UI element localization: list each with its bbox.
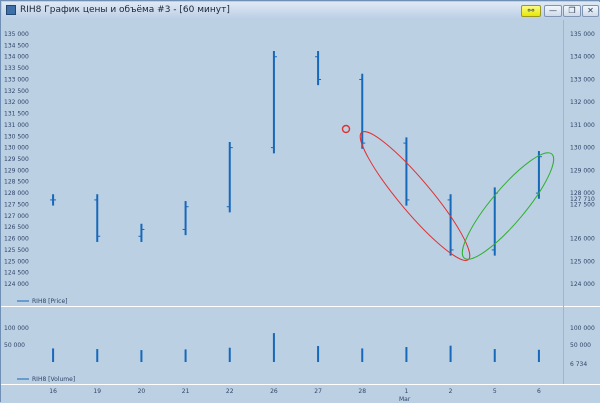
price-bar xyxy=(138,223,145,242)
price-y-tick-right: 126 000 xyxy=(570,236,595,243)
link-icon[interactable]: ⚯ xyxy=(521,5,541,17)
volume-bar xyxy=(272,333,275,362)
price-y-axis: 135 000 134 500 134 000 133 500 133 000 132 5… xyxy=(4,31,29,288)
x-tick-label: 5 xyxy=(493,388,497,395)
volume-y-tick: 50 000 xyxy=(4,342,25,349)
price-bar xyxy=(94,194,101,242)
price-y-tick-right: 127 500 xyxy=(570,201,595,208)
price-y-tick: 126 000 xyxy=(4,236,29,243)
volume-bar xyxy=(449,345,452,362)
volume-bar xyxy=(317,346,320,362)
chart-background xyxy=(1,20,600,403)
price-y-tick: 127 500 xyxy=(4,201,29,208)
price-y-tick: 134 500 xyxy=(4,42,29,49)
reversal-marker xyxy=(341,124,351,134)
volume-bar xyxy=(493,349,496,362)
price-y-tick-right: 124 000 xyxy=(570,281,595,288)
volume-y-axis: 100 000 100 000 50 000 50 000 xyxy=(4,325,595,349)
price-y-tick: 129 000 xyxy=(4,167,29,174)
volume-y-tick-right: 50 000 xyxy=(570,342,591,349)
price-y-tick: 126 500 xyxy=(4,224,29,231)
price-y-tick-right: 134 000 xyxy=(570,54,595,61)
x-tick-label: 21 xyxy=(182,388,190,395)
price-y-tick: 130 000 xyxy=(4,145,29,152)
price-y-tick: 124 000 xyxy=(4,281,29,288)
price-y-tick: 130 500 xyxy=(4,133,29,140)
x-tick-label: 2 xyxy=(449,388,453,395)
volume-y-tick-right: 100 000 xyxy=(570,325,595,332)
price-y-tick: 129 500 xyxy=(4,156,29,163)
window-title: RIH8 График цены и объёма #3 - [60 минут… xyxy=(20,5,230,15)
volume-bar xyxy=(405,347,408,362)
volume-last-value: 6 734 xyxy=(570,361,587,368)
price-y-tick-right: 133 000 xyxy=(570,76,595,83)
price-bar xyxy=(270,51,277,154)
price-volume-chart[interactable]: 135 000 134 500 134 000 133 500 133 000 132 5… xyxy=(1,20,600,403)
price-y-tick: 128 000 xyxy=(4,190,29,197)
title-bar: RIH8 График цены и объёма #3 - [60 минут… xyxy=(2,2,600,21)
price-bar xyxy=(182,201,189,236)
price-y-tick: 133 000 xyxy=(4,76,29,83)
price-bar xyxy=(226,141,233,213)
price-bar xyxy=(359,73,366,149)
price-y-axis-right: 135 000 134 000 133 000 132 000 131 000 130 0… xyxy=(570,31,595,288)
price-last-value: 127 710 xyxy=(570,196,595,203)
uptrend-ellipse[interactable] xyxy=(451,143,564,269)
volume-legend: RIH8 [Volume] xyxy=(32,376,75,383)
x-tick-label: 16 xyxy=(49,388,57,395)
x-tick-label: 6 xyxy=(537,388,541,395)
x-tick-label: 26 xyxy=(270,388,278,395)
volume-bars xyxy=(52,333,540,362)
price-y-tick: 134 000 xyxy=(4,54,29,61)
x-tick-label: 27 xyxy=(314,388,322,395)
price-bar xyxy=(50,194,57,206)
x-tick-label: 22 xyxy=(226,388,234,395)
x-axis: 16 19 20 21 22 26 27 28 1 2 5 6 xyxy=(49,388,541,395)
price-y-tick: 124 500 xyxy=(4,270,29,277)
price-y-tick: 128 500 xyxy=(4,179,29,186)
price-y-tick-right: 128 000 xyxy=(570,190,595,197)
minimize-button[interactable]: — xyxy=(544,5,562,17)
volume-bar xyxy=(184,349,187,362)
price-y-tick: 135 000 xyxy=(4,31,29,38)
volume-bar xyxy=(228,347,231,362)
price-bar xyxy=(403,137,410,206)
price-bar xyxy=(315,51,322,86)
price-y-tick: 127 000 xyxy=(4,213,29,220)
volume-bar xyxy=(52,348,55,362)
x-tick-label: 20 xyxy=(138,388,146,395)
price-y-tick-right: 130 000 xyxy=(570,145,595,152)
volume-bar xyxy=(361,348,364,362)
x-tick-label: 28 xyxy=(358,388,366,395)
price-y-tick: 132 500 xyxy=(4,88,29,95)
price-y-tick-right: 125 000 xyxy=(570,258,595,265)
price-legend: RIH8 [Price] xyxy=(32,298,68,305)
price-y-tick-right: 132 000 xyxy=(570,99,595,106)
price-y-tick-right: 131 000 xyxy=(570,122,595,129)
month-label: Mar xyxy=(399,396,411,403)
app-icon xyxy=(6,5,16,15)
close-button[interactable]: ✕ xyxy=(582,5,599,17)
price-bar xyxy=(447,194,454,256)
volume-y-tick: 100 000 xyxy=(4,325,29,332)
price-y-tick: 132 000 xyxy=(4,99,29,106)
x-tick-label: 19 xyxy=(93,388,101,395)
volume-bar xyxy=(96,349,99,362)
x-tick-label: 1 xyxy=(405,388,409,395)
price-y-tick-right: 135 000 xyxy=(570,31,595,38)
price-y-tick: 125 500 xyxy=(4,247,29,254)
price-y-tick-right: 129 000 xyxy=(570,167,595,174)
price-y-tick: 125 000 xyxy=(4,258,29,265)
maximize-button[interactable]: ❐ xyxy=(563,5,581,17)
price-y-tick: 131 000 xyxy=(4,122,29,129)
volume-bar xyxy=(140,350,143,362)
price-y-tick: 131 500 xyxy=(4,111,29,118)
volume-bar xyxy=(537,349,540,362)
price-y-tick: 133 500 xyxy=(4,65,29,72)
